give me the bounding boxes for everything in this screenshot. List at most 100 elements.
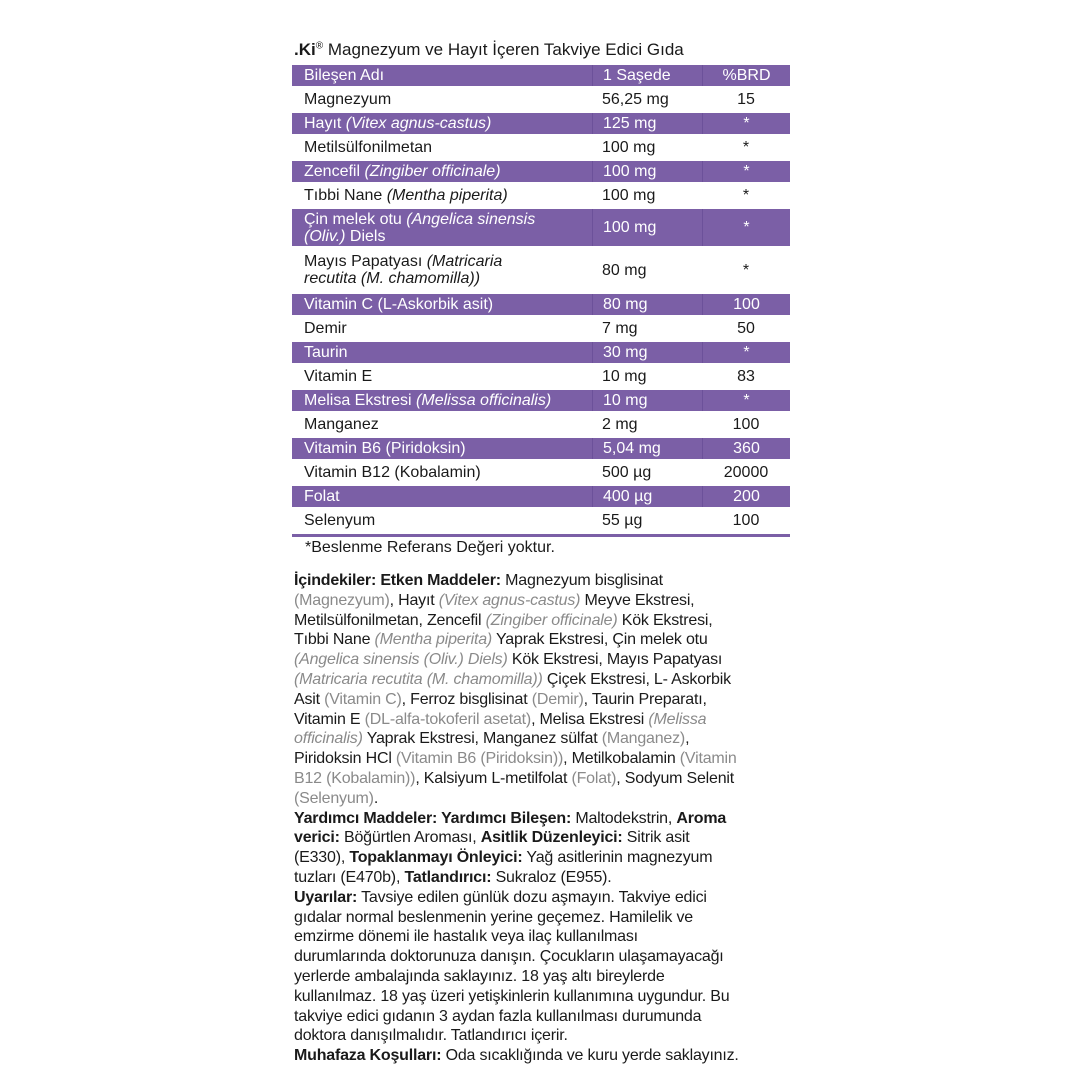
ingredient-text: Metilsülfonilmetan, Zencefil bbox=[294, 611, 486, 629]
ingredients-line: Uyarılar: Tavsiye edilen günlük dozu aşm… bbox=[294, 888, 739, 908]
ingredient-text: , Hayıt bbox=[389, 591, 439, 609]
ingredient-text: Asit bbox=[294, 690, 325, 708]
section-label: verici: bbox=[294, 829, 340, 847]
ingredient-text: B12 (Kobalamin)) bbox=[294, 769, 416, 787]
ingredients-line: gıdalar normal beslenmenin yerine geçeme… bbox=[294, 908, 739, 928]
brd-percent: 83 bbox=[737, 367, 755, 385]
ingredients-line: (Selenyum). bbox=[294, 789, 739, 809]
brd-percent: * bbox=[702, 390, 790, 411]
ingredient-text: (Zingiber officinale) bbox=[485, 611, 618, 629]
ingredient-text: kullanılmaz. 18 yaş üzeri yetişkinlerin … bbox=[294, 987, 730, 1005]
ingredient-text: (Melissa bbox=[648, 710, 707, 728]
brd-percent: * bbox=[702, 209, 790, 246]
table-row: Demir 7 mg 50 bbox=[292, 315, 790, 342]
latin-name: (Mentha piperita) bbox=[386, 186, 508, 204]
ingredient-text: yerlerde ambalajında saklayınız. 18 yaş … bbox=[294, 967, 665, 985]
ingredient-name: Hayıt (Vitex agnus-castus) bbox=[292, 115, 592, 133]
ingredient-text: Tavsiye edilen günlük dozu aşmayın. Takv… bbox=[357, 888, 707, 906]
section-label: Topaklanmayı Önleyici: bbox=[349, 849, 523, 867]
amount: 80 mg bbox=[592, 294, 702, 315]
amount: 7 mg bbox=[602, 319, 638, 337]
name-text: Çin melek otu bbox=[304, 210, 407, 228]
ingredient-text: Tıbbi Nane bbox=[294, 631, 375, 649]
amount: 30 mg bbox=[592, 342, 702, 363]
ingredient-name: Taurin bbox=[292, 344, 592, 362]
amount: 100 mg bbox=[602, 138, 656, 156]
table-row: Magnezyum 56,25 mg 15 bbox=[292, 86, 790, 113]
latin-name: (Zingiber officinale) bbox=[364, 162, 501, 180]
table-row: Mayıs Papatyası (Matricaria recutita (M. … bbox=[292, 246, 790, 294]
ingredient-text: Maltodekstrin, bbox=[571, 809, 677, 827]
brd-percent: * bbox=[742, 138, 750, 156]
latin-name: (Oliv.) bbox=[304, 227, 346, 245]
ingredients-line: (Angelica sinensis (Oliv.) Diels) Kök Ek… bbox=[294, 650, 739, 670]
section-label: Asitlik Düzenleyici: bbox=[480, 829, 623, 847]
latin-name: (Vitex agnus-castus) bbox=[345, 114, 492, 132]
section-label: Tatlandırıcı: bbox=[404, 868, 492, 886]
ingredient-text: , Taurin Preparatı, bbox=[583, 690, 707, 708]
ingredient-text: (Magnezyum) bbox=[294, 591, 390, 609]
ingredients-line: kullanılmaz. 18 yaş üzeri yetişkinlerin … bbox=[294, 987, 739, 1007]
name-text: Vitamin C (L-Askorbik asit) bbox=[304, 295, 494, 313]
nutrition-table: Bileşen Adı 1 Saşede %BRD Magnezyum 56,25… bbox=[292, 65, 790, 537]
ingredient-text: (Mentha piperita) bbox=[374, 631, 493, 649]
table-row: Selenyum 55 µg 100 bbox=[292, 507, 790, 534]
amount: 500 µg bbox=[602, 463, 652, 481]
name-text: Magnezyum bbox=[304, 90, 392, 108]
ingredient-name: Metilsülfonilmetan bbox=[292, 139, 592, 157]
ingredient-text: emzirme dönemi ile hastalık veya ilaç ku… bbox=[294, 928, 638, 946]
ingredient-name: Demir bbox=[292, 320, 592, 338]
ingredient-text: (Selenyum) bbox=[294, 789, 374, 807]
ingredient-text: (Angelica sinensis (Oliv.) Diels) bbox=[294, 651, 508, 669]
ingredient-text: (Demir) bbox=[531, 690, 584, 708]
name-text: Mayıs Papatyası bbox=[304, 253, 427, 270]
ingredient-text: Sitrik asit bbox=[622, 829, 690, 847]
ingredient-text: , Metilkobalamin bbox=[563, 750, 680, 768]
amount: 125 mg bbox=[592, 113, 702, 134]
ingredients-line: (E330), Topaklanmayı Önleyici: Yağ asitl… bbox=[294, 848, 739, 868]
ingredients-line: Asit (Vitamin C), Ferroz bisglisinat (De… bbox=[294, 690, 739, 710]
table-row: Metilsülfonilmetan 100 mg * bbox=[292, 134, 790, 161]
registered-mark: ® bbox=[315, 40, 324, 52]
table-row: Melisa Ekstresi (Melissa officinalis) 10 … bbox=[292, 390, 790, 411]
amount: 100 mg bbox=[592, 209, 702, 246]
ingredients-line: durumlarında doktorunuza danışın. Çocukl… bbox=[294, 947, 739, 967]
brd-percent: * bbox=[702, 113, 790, 134]
name-text: Manganez bbox=[304, 415, 379, 433]
ingredient-name: Folat bbox=[292, 488, 592, 506]
brd-percent: * bbox=[702, 342, 790, 363]
latin-name: (Matricaria bbox=[426, 253, 503, 270]
ingredient-name: Melisa Ekstresi (Melissa officinalis) bbox=[292, 392, 592, 410]
ingredient-text: Meyve Ekstresi, bbox=[580, 591, 695, 609]
ingredient-text: Çiçek Ekstresi, L- Askorbik bbox=[542, 670, 731, 688]
ingredients-line: verici: Böğürtlen Aroması, Asitlik Düzen… bbox=[294, 828, 739, 848]
footnote: *Beslenme Referans Değeri yoktur. bbox=[305, 539, 555, 556]
name-text: Zencefil bbox=[304, 162, 365, 180]
brd-percent: 100 bbox=[732, 415, 760, 433]
ingredient-text: . bbox=[373, 789, 379, 807]
name-text: Diels bbox=[345, 227, 386, 245]
ingredient-text: Magnezyum bisglisinat bbox=[500, 572, 663, 589]
ingredient-text: doktora danışılmalıdır. Tatlandırıcı içe… bbox=[294, 1027, 568, 1045]
section-label: Yardımcı Maddeler: Yardımcı Bileşen: bbox=[294, 809, 572, 827]
latin-name: (Melissa officinalis) bbox=[416, 391, 552, 409]
ingredients-line: Yardımcı Maddeler: Yardımcı Bileşen: Mal… bbox=[294, 809, 739, 829]
ingredients-line: (Magnezyum), Hayıt (Vitex agnus-castus) … bbox=[294, 591, 739, 611]
ingredient-text: Piridoksin HCl bbox=[294, 750, 396, 768]
header-brd: %BRD bbox=[702, 65, 790, 86]
ingredients-line: Vitamin E (DL-alfa-tokoferil asetat), Me… bbox=[294, 710, 739, 730]
table-row: Çin melek otu (Angelica sinensis (Oliv.) … bbox=[292, 209, 790, 246]
section-label: Muhafaza Koşulları: bbox=[294, 1047, 442, 1065]
header-name: Bileşen Adı bbox=[304, 66, 385, 84]
brd-percent: 50 bbox=[737, 319, 755, 337]
ingredients-line: Piridoksin HCl (Vitamin B6 (Piridoksin))… bbox=[294, 749, 739, 769]
ingredient-text: , Sodyum Selenit bbox=[616, 769, 735, 787]
name-text: Vitamin B6 (Piridoksin) bbox=[304, 439, 466, 457]
name-text: Demir bbox=[304, 319, 347, 337]
ingredients-line: B12 (Kobalamin)), Kalsiyum L-metilfolat … bbox=[294, 769, 739, 789]
ingredient-text: officinalis) bbox=[294, 730, 363, 748]
amount: 2 mg bbox=[602, 415, 638, 433]
ingredients-line: İçindekiler: Etken Maddeler: Magnezyum b… bbox=[294, 571, 739, 591]
name-text: Hayıt bbox=[304, 114, 346, 132]
name-text: Vitamin E bbox=[304, 367, 373, 385]
